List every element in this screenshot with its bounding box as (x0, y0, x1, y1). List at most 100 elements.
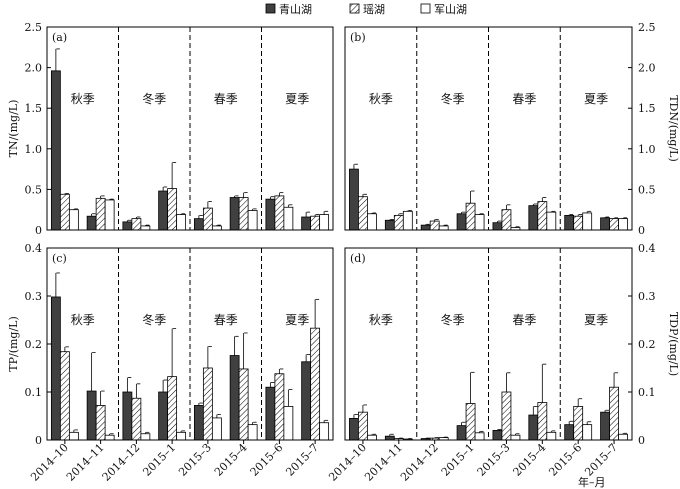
y-tick-label: 0.5 (638, 183, 656, 196)
x-tick-label: 2015–6 (546, 441, 584, 479)
bar (59, 193, 70, 231)
panel-tag: (a) (52, 31, 67, 44)
y-tick-label: 0 (638, 224, 645, 237)
bar (68, 209, 79, 231)
y-tick-label: 0.1 (638, 386, 656, 399)
bar (510, 434, 521, 441)
bar (202, 207, 213, 231)
bar (274, 195, 285, 231)
bar (349, 417, 359, 441)
bar (573, 215, 584, 231)
y-tick-label: 2.0 (25, 62, 43, 75)
x-tick-label: 2015–3 (176, 441, 214, 479)
season-label: 夏季 (285, 92, 309, 106)
bar (167, 188, 178, 231)
season-label: 夏季 (584, 92, 608, 106)
bar (358, 411, 368, 441)
bar (122, 221, 133, 231)
bar (265, 198, 276, 231)
legend-swatch-2 (349, 3, 360, 14)
y-tick-label: 0.3 (25, 290, 43, 303)
bar (609, 386, 619, 441)
bar (582, 424, 593, 441)
bar (158, 190, 169, 231)
season-label: 冬季 (142, 91, 166, 106)
bar (384, 219, 395, 231)
bar (238, 368, 249, 441)
bar (301, 361, 312, 441)
bar (618, 218, 628, 231)
y-tick-label: 0.2 (25, 338, 43, 351)
bar (618, 433, 628, 441)
bar (393, 214, 404, 231)
bar (582, 212, 593, 231)
plot-frame (344, 26, 633, 231)
x-tick-label: 2014–12 (398, 441, 441, 484)
bar (438, 225, 449, 231)
bar (131, 218, 142, 231)
bar (546, 211, 557, 231)
chart-panels: 秋季 冬季 春季 夏季(a)00.51.01.52.02.5TN/(mg/L)秋季 冬季… (7, 21, 680, 447)
legend-label-2: 瑶湖 (363, 3, 385, 16)
bar (420, 224, 431, 231)
x-axis-label: 年–月 (578, 475, 606, 489)
y-tick-label: 0.3 (638, 290, 656, 303)
bar (501, 391, 512, 441)
panel-tag: (d) (350, 252, 366, 265)
season-label: 夏季 (285, 313, 309, 327)
y-tick-label: 1.0 (25, 143, 43, 156)
y-tick-label: 1.5 (638, 102, 656, 115)
bar (265, 386, 276, 441)
x-tick-label: 2014–12 (100, 441, 143, 484)
bar (104, 199, 115, 231)
y-tick-label: 0 (35, 434, 42, 447)
bar (429, 220, 440, 231)
bar (193, 218, 204, 231)
bar (384, 435, 395, 441)
bar (573, 405, 584, 441)
bar (193, 405, 204, 441)
y-tick-label: 0.2 (638, 338, 656, 351)
bar (122, 391, 133, 441)
bar (367, 213, 377, 231)
bar (319, 422, 330, 441)
bar (158, 391, 169, 441)
bar (229, 355, 240, 441)
x-tick-label: 2015–1 (439, 441, 477, 479)
bar (310, 327, 321, 441)
bar (310, 215, 321, 231)
panel-tag: (b) (350, 31, 366, 44)
bar (140, 225, 151, 231)
bar (474, 214, 485, 231)
y-axis-label: TDN/(mg/L) (667, 95, 680, 162)
bar (402, 210, 413, 231)
bar (600, 217, 610, 231)
bar (528, 414, 539, 441)
panel-4: 秋季 冬季 春季 夏季 (d) 0 0.1 0.2 0.3 0.4 TDP/(mg/L) (344, 242, 680, 447)
y-tick-label: 2.5 (25, 21, 43, 34)
x-tick-label: 2015–1 (140, 441, 178, 479)
bar (600, 411, 610, 441)
bar (176, 214, 187, 231)
bar (492, 222, 503, 231)
bar (104, 434, 115, 441)
bar (283, 206, 294, 231)
season-label: 春季 (512, 92, 536, 106)
bar (202, 367, 213, 441)
panel-tag: (c) (52, 252, 67, 265)
bar (68, 431, 79, 441)
bar (609, 218, 619, 231)
bar (86, 390, 97, 441)
panel-2: 秋季 冬季 春季 夏季 (b) 0 0.5 1.0 1.5 2.0 2.5 TDN/(mg/L) (344, 21, 680, 237)
bar (95, 197, 106, 231)
y-tick-label: 0 (35, 224, 42, 237)
y-tick-label: 1.0 (638, 143, 656, 156)
bar (492, 429, 503, 441)
bar (167, 376, 178, 441)
x-tick-label: 2014–11 (64, 441, 107, 484)
bar (465, 202, 476, 231)
x-tick-label: 2015–3 (475, 441, 513, 479)
bar (140, 433, 151, 441)
season-label: 春季 (512, 313, 536, 327)
